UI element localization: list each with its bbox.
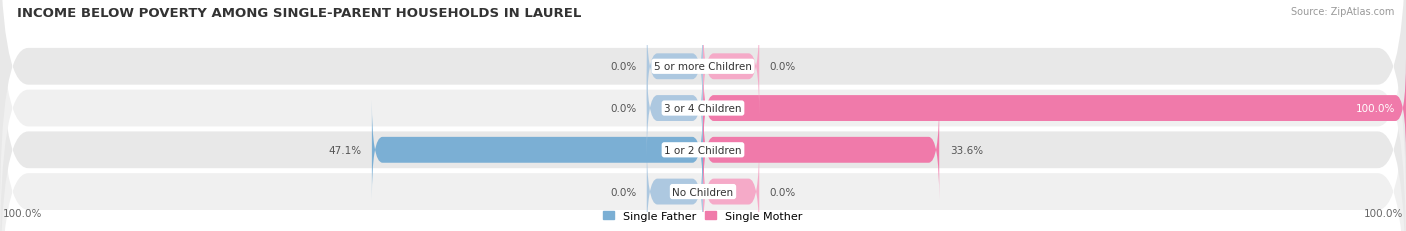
Text: 47.1%: 47.1% [328,145,361,155]
FancyBboxPatch shape [703,101,939,200]
Text: INCOME BELOW POVERTY AMONG SINGLE-PARENT HOUSEHOLDS IN LAUREL: INCOME BELOW POVERTY AMONG SINGLE-PARENT… [17,7,581,20]
FancyBboxPatch shape [703,59,1406,158]
FancyBboxPatch shape [371,101,703,200]
Text: 3 or 4 Children: 3 or 4 Children [664,103,742,114]
FancyBboxPatch shape [647,18,703,116]
FancyBboxPatch shape [703,18,759,116]
Text: 33.6%: 33.6% [950,145,983,155]
Text: 0.0%: 0.0% [610,103,637,114]
Text: 0.0%: 0.0% [610,187,637,197]
Text: 100.0%: 100.0% [3,208,42,218]
FancyBboxPatch shape [647,59,703,158]
Text: 1 or 2 Children: 1 or 2 Children [664,145,742,155]
Text: 100.0%: 100.0% [1364,208,1403,218]
FancyBboxPatch shape [647,142,703,231]
FancyBboxPatch shape [0,0,1406,215]
FancyBboxPatch shape [0,44,1406,231]
Text: No Children: No Children [672,187,734,197]
Text: 0.0%: 0.0% [610,62,637,72]
Text: Source: ZipAtlas.com: Source: ZipAtlas.com [1291,7,1395,17]
FancyBboxPatch shape [703,142,759,231]
Legend: Single Father, Single Mother: Single Father, Single Mother [599,207,807,225]
Text: 5 or more Children: 5 or more Children [654,62,752,72]
Text: 0.0%: 0.0% [770,187,796,197]
Text: 0.0%: 0.0% [770,62,796,72]
Text: 100.0%: 100.0% [1355,103,1395,114]
